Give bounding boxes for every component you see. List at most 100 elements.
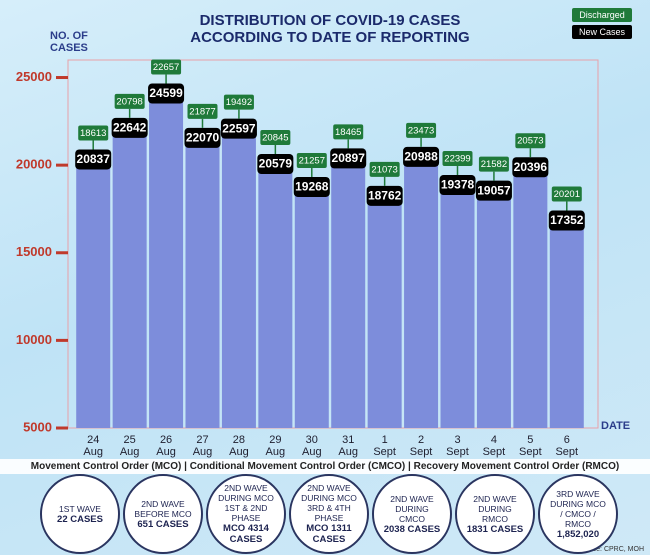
value-label: 20988	[404, 150, 438, 164]
discharged-label: 22657	[153, 62, 179, 73]
value-label: 19268	[295, 180, 329, 194]
value-label-bg	[111, 117, 148, 138]
discharged-label: 20201	[554, 189, 580, 200]
discharged-tag	[551, 186, 582, 202]
bar	[221, 119, 256, 429]
x-tick-label: 31 Aug	[338, 434, 358, 458]
discharged-tag	[260, 129, 291, 145]
discharged-tag	[151, 59, 182, 75]
x-tick-label: 6 Sept	[555, 434, 579, 458]
x-tick-label: 4 Sept	[482, 434, 506, 458]
discharged-tag	[333, 124, 364, 140]
value-label: 18762	[368, 189, 402, 203]
x-tick-label: 28 Aug	[229, 434, 249, 458]
discharged-label: 18613	[80, 128, 106, 139]
x-tick-label: 1 Sept	[373, 434, 396, 458]
chart-title: ACCORDING TO DATE OF REPORTING	[190, 29, 469, 46]
discharged-tag	[406, 122, 437, 138]
value-label: 22597	[222, 121, 256, 135]
x-tick-label: 25 Aug	[119, 434, 140, 458]
value-label-bg	[512, 157, 549, 178]
value-label-bg	[293, 176, 330, 197]
bar	[331, 149, 366, 428]
bar	[367, 186, 402, 428]
value-label-bg	[548, 210, 585, 231]
discharged-label: 21582	[481, 159, 507, 170]
y-tick-label: 25000	[16, 69, 52, 84]
value-label: 19378	[441, 178, 475, 192]
bar	[149, 84, 184, 429]
value-label-bg	[475, 180, 512, 201]
discharged-label: 20845	[262, 133, 288, 144]
y-tick-label: 5000	[23, 419, 52, 434]
discharged-label: 21877	[189, 106, 215, 117]
wave-cases: MCO 4314 CASES	[223, 523, 269, 545]
bar	[76, 150, 111, 428]
value-label: 20897	[332, 151, 366, 165]
wave-cases: 651 CASES	[137, 518, 189, 530]
discharged-tag	[187, 103, 218, 119]
value-label: 22070	[186, 131, 220, 145]
bar	[185, 128, 220, 428]
discharged-label: 20573	[517, 136, 543, 147]
discharged-label: 22399	[444, 154, 470, 165]
wave-label: 1ST WAVE	[59, 503, 101, 514]
wave-label: 2ND WAVE DURING MCO 3RD & 4TH PHASE	[301, 483, 357, 523]
wave-label: 2ND WAVE DURING CMCO	[390, 493, 434, 524]
wave-cases: 22 CASES	[57, 513, 103, 525]
value-label-bg	[184, 127, 221, 148]
value-label: 20579	[259, 157, 293, 171]
bar	[476, 181, 511, 428]
discharged-tag	[478, 156, 509, 172]
bar	[440, 176, 475, 428]
discharged-label: 20798	[116, 96, 142, 107]
discharged-label: 18465	[335, 127, 361, 138]
x-tick-label: 29 Aug	[265, 434, 286, 458]
x-tick-label: 2 Sept	[409, 434, 433, 458]
wave-circle: 1ST WAVE 22 CASES	[40, 474, 120, 554]
wave-circle: 3RD WAVE DURING MCO / CMCO / RMCO 1,852,0…	[538, 474, 618, 554]
value-label: 20396	[514, 160, 548, 174]
x-tick-label: 26 Aug	[156, 434, 176, 458]
value-label-bg	[75, 149, 112, 170]
legend-label: Discharged	[579, 10, 625, 20]
legend-label: New Cases	[579, 27, 626, 37]
wave-circle: 2ND WAVE DURING RMCO 1831 CASES	[455, 474, 535, 554]
legend-swatch	[572, 25, 632, 39]
x-tick-label: 3 Sept	[446, 434, 469, 458]
wave-label: 3RD WAVE DURING MCO / CMCO / RMCO	[550, 488, 606, 529]
discharged-label: 21257	[299, 155, 325, 166]
wave-cases: MCO 1311 CASES	[306, 523, 352, 545]
x-tick-label: 5 Sept	[519, 434, 542, 458]
value-label: 22642	[113, 121, 147, 135]
x-tick-label: 27 Aug	[192, 434, 213, 458]
bar	[258, 154, 293, 428]
value-label: 24599	[149, 86, 183, 100]
discharged-tag	[223, 94, 254, 110]
y-tick-label: 15000	[16, 244, 52, 259]
order-note: Movement Control Order (MCO) | Condition…	[0, 459, 650, 474]
y-tick-label: 20000	[16, 157, 52, 172]
x-axis-label: DATE	[601, 420, 631, 432]
discharged-tag	[515, 133, 546, 149]
value-label: 17352	[550, 213, 584, 227]
discharged-label: 21073	[371, 164, 397, 175]
wave-circle: 2ND WAVE BEFORE MCO 651 CASES	[123, 474, 203, 554]
wave-label: 2ND WAVE DURING RMCO	[473, 493, 517, 524]
discharged-tag	[442, 151, 473, 167]
discharged-tag	[296, 152, 327, 168]
value-label-bg	[439, 175, 476, 196]
y-axis-label: NO. OF CASES	[50, 30, 88, 54]
chart-title: DISTRIBUTION OF COVID-19 CASES	[200, 12, 461, 29]
value-label: 19057	[477, 183, 511, 197]
value-label-bg	[403, 146, 440, 167]
value-label-bg	[366, 185, 403, 206]
wave-cases: 1,852,020	[556, 528, 600, 540]
bar	[549, 211, 584, 428]
wave-cases: 2038 CASES	[383, 523, 441, 535]
value-label-bg	[220, 118, 257, 139]
source: Source: CPRC, MOH	[577, 546, 644, 553]
value-label-bg	[330, 148, 367, 169]
